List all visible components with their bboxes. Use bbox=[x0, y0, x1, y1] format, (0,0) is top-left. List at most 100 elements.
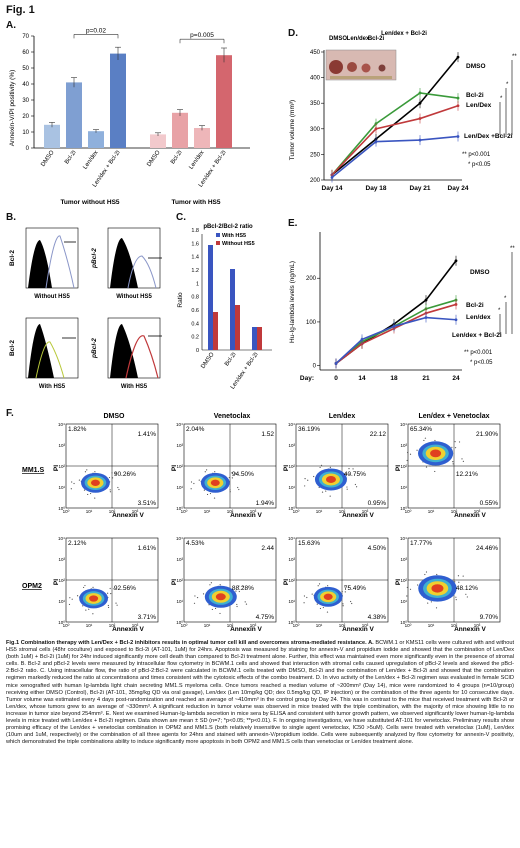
flow-q-ul: 2.04% bbox=[186, 426, 205, 433]
e-label-lendex: Len/dex bbox=[466, 314, 491, 321]
c-ytick: 0.2 bbox=[191, 335, 199, 341]
a-cat-label: Len/dex bbox=[188, 150, 205, 171]
flow-xtick: 10⁰ bbox=[181, 623, 188, 628]
flow-ytick: 10⁴ bbox=[58, 422, 65, 427]
flow-q-ur: 1.52 bbox=[261, 431, 274, 438]
panel-d-letter: D. bbox=[288, 28, 298, 39]
flow-q-ll: 92.56% bbox=[114, 585, 136, 592]
flow-yaxis: PI bbox=[395, 579, 402, 585]
a-ytick: 50 bbox=[22, 66, 29, 72]
flow-ytick: 10³ bbox=[58, 443, 65, 448]
c-legend-without: Without HS5 bbox=[222, 241, 255, 247]
flow-ytick: 10³ bbox=[176, 443, 183, 448]
flow-xtick: 10³ bbox=[362, 509, 369, 514]
c-cat-bcl2i: Bcl-2i bbox=[224, 352, 238, 368]
series-line bbox=[331, 105, 459, 176]
flow-q-ul: 17.77% bbox=[410, 540, 432, 547]
flow-q-lr: 0.95% bbox=[368, 500, 387, 507]
flow-q-ul: 2.12% bbox=[68, 540, 87, 547]
flow-q-lr: 4.38% bbox=[368, 614, 387, 621]
b-label-bcl2-bottom: Bcl-2 bbox=[9, 340, 16, 356]
flow-q-ul: 36.19% bbox=[298, 426, 320, 433]
f-col-dmso: DMSO bbox=[104, 413, 126, 420]
flow-q-lr: 0.55% bbox=[480, 500, 499, 507]
e-label-combo: Len/dex + Bcl-2i bbox=[452, 332, 502, 339]
flow-xtick: 10¹ bbox=[316, 623, 323, 628]
flow-ytick: 10⁴ bbox=[58, 536, 65, 541]
flow-ytick: 10² bbox=[400, 578, 407, 583]
c-ytick: 1.2 bbox=[191, 268, 199, 274]
flow-ytick: 10⁰ bbox=[176, 620, 183, 625]
flow-q-ur: 22.12 bbox=[370, 431, 387, 438]
a-bar bbox=[150, 134, 166, 148]
c-ytick: 0.8 bbox=[191, 295, 199, 301]
a-cat-label: Bcl-2i bbox=[64, 150, 78, 166]
line-ytick: 200 bbox=[310, 178, 321, 184]
line-ytick: 350 bbox=[310, 101, 321, 107]
d-inset-lendex: Len/dex bbox=[347, 36, 370, 42]
d-inset-combo: Len/dex + Bcl-2i bbox=[381, 31, 427, 37]
flow-plot: 65.34% 21.90% 12.21% 0.55% Annexin V PI 10⁰10⁰… bbox=[395, 422, 501, 519]
d-xtick: Day 24 bbox=[448, 185, 469, 192]
flow-ytick: 10² bbox=[176, 578, 183, 583]
c-legend-with: With HS5 bbox=[222, 233, 246, 239]
flow-q-ll: 94.50% bbox=[232, 471, 254, 478]
flow-yaxis: PI bbox=[283, 465, 290, 471]
flow-xaxis: Annexin V bbox=[342, 512, 374, 519]
flow-ytick: 10⁰ bbox=[176, 506, 183, 511]
d-star-2: * bbox=[506, 82, 509, 88]
a-bar bbox=[110, 53, 126, 148]
flow-q-ur: 1.41% bbox=[138, 431, 157, 438]
panel-e-ylabel: Hu-Ig-lambda levels (ng/mL) bbox=[289, 261, 296, 343]
figure-title: Fig. 1 bbox=[6, 4, 35, 16]
b-label-without-2: Without HS5 bbox=[116, 294, 152, 300]
flow-q-lr: 3.51% bbox=[138, 500, 157, 507]
flow-xaxis: Annexin V bbox=[454, 626, 486, 633]
flow-ytick: 10¹ bbox=[288, 485, 295, 490]
line-ytick: 100 bbox=[306, 320, 317, 326]
flow-xaxis: Annexin V bbox=[230, 626, 262, 633]
e-label-dmso: DMSO bbox=[470, 269, 490, 276]
flow-xtick: 10⁰ bbox=[405, 509, 412, 514]
a-ytick: 0 bbox=[26, 146, 30, 152]
b-label-pbcl2-top: pBcl-2 bbox=[91, 248, 98, 269]
panel-a-ylabel: Annexin-V/PI positivity (%) bbox=[9, 70, 16, 147]
flow-q-ul: 65.34% bbox=[410, 426, 432, 433]
flow-ytick: 10¹ bbox=[400, 599, 407, 604]
e-label-bcl2i: Bcl-2i bbox=[466, 302, 484, 309]
flow-ytick: 10¹ bbox=[288, 599, 295, 604]
flow-xtick: 10³ bbox=[362, 623, 369, 628]
d-label-bcl2i: Bcl-2i bbox=[466, 92, 484, 99]
group-label-without-hs5: Tumor without HS5 bbox=[60, 199, 119, 206]
d-xtick: Day 14 bbox=[322, 185, 343, 192]
e-xtick: 21 bbox=[422, 375, 430, 382]
panel-e-chart: Hu-Ig-lambda levels (ng/mL) 0 100 200 Day:… bbox=[289, 232, 515, 382]
d-label-dmso: DMSO bbox=[466, 63, 486, 70]
a-bar bbox=[66, 82, 82, 148]
flow-q-ur: 4.50% bbox=[368, 545, 387, 552]
flow-q-ll: 40.75% bbox=[344, 471, 366, 478]
d-xtick: Day 21 bbox=[410, 185, 431, 192]
c-ytick: 0.4 bbox=[191, 321, 199, 327]
flow-xtick: 10² bbox=[109, 509, 116, 514]
flow-xtick: 10¹ bbox=[86, 623, 93, 628]
line-ytick: 450 bbox=[310, 50, 321, 56]
flow-q-lr: 1.94% bbox=[256, 500, 275, 507]
flow-q-lr: 9.70% bbox=[480, 614, 499, 621]
b-label-without-1: Without HS5 bbox=[34, 294, 70, 300]
flow-xtick: 10¹ bbox=[428, 623, 435, 628]
a-pvalue: p=0.005 bbox=[190, 32, 214, 39]
group-label-with-hs5: Tumor with HS5 bbox=[172, 199, 221, 206]
a-bar bbox=[88, 131, 104, 148]
c-ytick: 1.4 bbox=[191, 255, 199, 261]
flow-q-ul: 4.53% bbox=[186, 540, 205, 547]
panel-d-ylabel: Tumor volume (mm³) bbox=[289, 100, 296, 160]
flow-ytick: 10³ bbox=[288, 557, 295, 562]
flow-xtick: 10³ bbox=[474, 623, 481, 628]
d-label-combo: Len/Dex +Bcl-2i bbox=[464, 133, 513, 140]
flow-xtick: 10² bbox=[451, 623, 458, 628]
